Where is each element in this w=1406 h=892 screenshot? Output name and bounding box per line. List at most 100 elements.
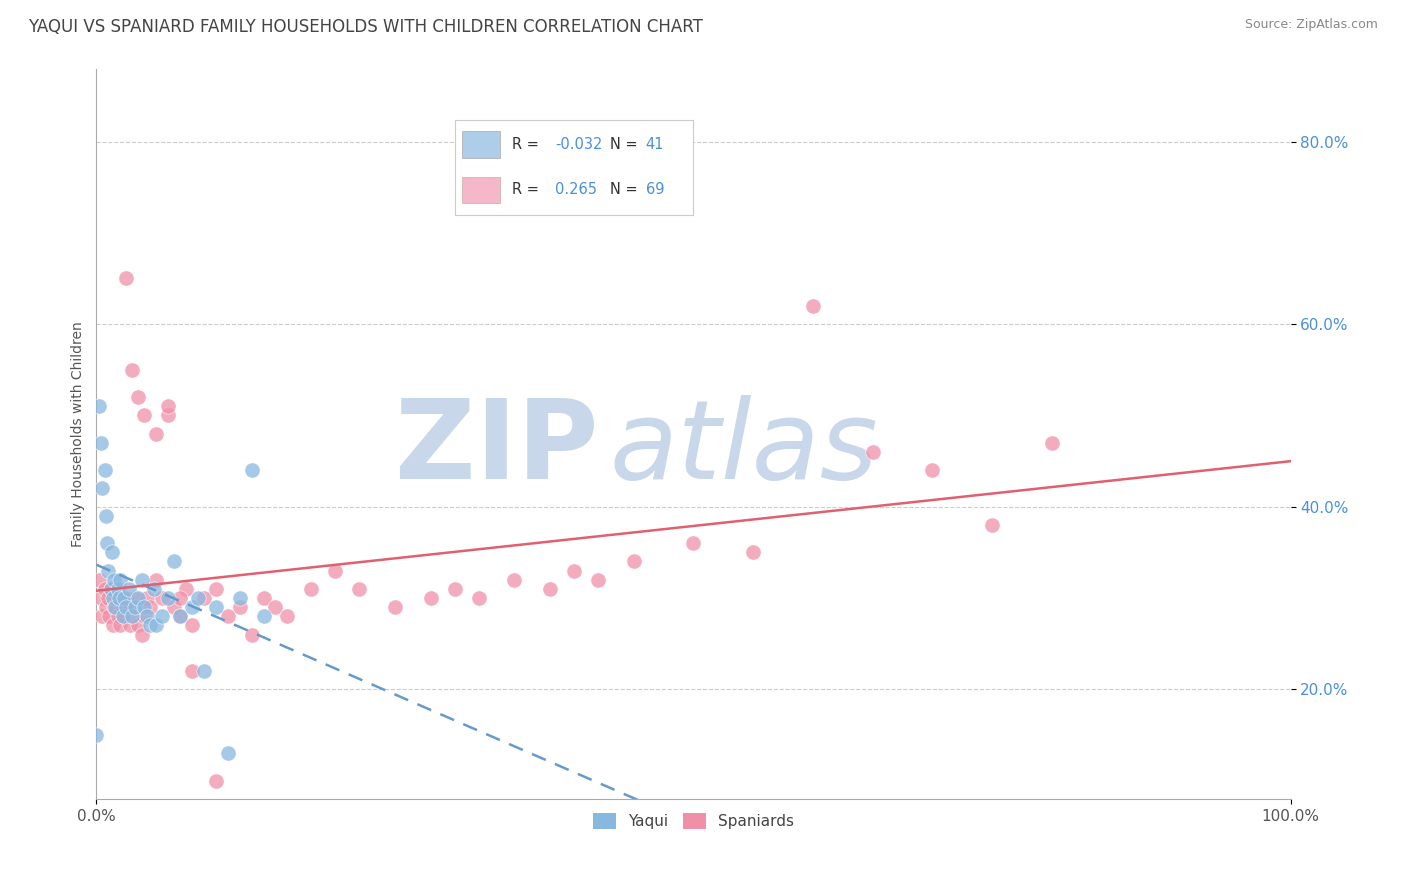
Point <box>981 518 1004 533</box>
Point <box>134 409 156 423</box>
Point <box>124 591 146 605</box>
Point <box>110 573 132 587</box>
Point <box>139 618 162 632</box>
Point <box>156 409 179 423</box>
Point <box>150 609 173 624</box>
Point <box>163 554 186 568</box>
Point <box>145 618 167 632</box>
Point <box>107 609 129 624</box>
Legend: Yaqui, Spaniards: Yaqui, Spaniards <box>586 806 800 835</box>
Point <box>228 591 250 605</box>
Point <box>94 508 117 523</box>
Point <box>142 582 165 596</box>
Point <box>467 591 489 605</box>
Point <box>1040 435 1063 450</box>
Point <box>180 618 202 632</box>
Point <box>503 573 526 587</box>
Point <box>93 463 115 477</box>
Point <box>562 564 585 578</box>
Point <box>86 728 108 742</box>
Point <box>115 591 138 605</box>
Point <box>586 573 609 587</box>
Point <box>94 600 117 615</box>
Point <box>115 271 138 285</box>
Point <box>91 482 114 496</box>
Point <box>118 618 141 632</box>
Point <box>623 554 645 568</box>
Point <box>240 627 263 641</box>
Point <box>90 435 112 450</box>
Point <box>101 545 124 559</box>
Point <box>240 463 263 477</box>
Point <box>108 582 131 596</box>
Point <box>193 591 215 605</box>
Point <box>156 399 179 413</box>
Point <box>150 591 173 605</box>
Point <box>112 609 135 624</box>
Point <box>121 609 143 624</box>
Point <box>384 600 406 615</box>
Point <box>117 582 139 596</box>
Point <box>87 399 110 413</box>
Point <box>134 600 156 615</box>
Point <box>299 582 322 596</box>
Point <box>131 573 153 587</box>
Point <box>264 600 287 615</box>
Point <box>169 591 191 605</box>
Point <box>217 746 239 760</box>
Point <box>252 591 274 605</box>
Text: YAQUI VS SPANIARD FAMILY HOUSEHOLDS WITH CHILDREN CORRELATION CHART: YAQUI VS SPANIARD FAMILY HOUSEHOLDS WITH… <box>28 18 703 36</box>
Text: atlas: atlas <box>610 395 879 502</box>
Point <box>538 582 561 596</box>
Point <box>862 445 884 459</box>
Point <box>98 609 121 624</box>
Point <box>682 536 704 550</box>
Point <box>107 582 129 596</box>
Point <box>112 591 135 605</box>
Point <box>103 573 125 587</box>
Point <box>101 591 124 605</box>
Point <box>252 609 274 624</box>
Point <box>163 600 186 615</box>
Point <box>110 618 132 632</box>
Point <box>135 591 157 605</box>
Point <box>104 600 127 615</box>
Point <box>90 591 112 605</box>
Point <box>111 609 134 624</box>
Point <box>443 582 465 596</box>
Text: ZIP: ZIP <box>395 395 598 502</box>
Point <box>156 591 179 605</box>
Point <box>347 582 370 596</box>
Point <box>921 463 943 477</box>
Point <box>117 600 139 615</box>
Text: Source: ZipAtlas.com: Source: ZipAtlas.com <box>1244 18 1378 31</box>
Point <box>115 600 138 615</box>
Point <box>127 591 149 605</box>
Point <box>127 390 149 404</box>
Point <box>204 582 226 596</box>
Point <box>93 582 115 596</box>
Point <box>124 600 146 615</box>
Point <box>145 426 167 441</box>
Point <box>101 618 124 632</box>
Point <box>174 582 197 596</box>
Point <box>131 627 153 641</box>
Point <box>139 600 162 615</box>
Point <box>169 609 191 624</box>
Point <box>111 600 134 615</box>
Point <box>323 564 346 578</box>
Point <box>193 664 215 678</box>
Point <box>180 664 202 678</box>
Point <box>276 609 298 624</box>
Point <box>204 773 226 788</box>
Point <box>187 591 209 605</box>
Point <box>91 609 114 624</box>
Point <box>97 591 120 605</box>
Point <box>103 600 125 615</box>
Point <box>134 609 156 624</box>
Point <box>100 582 122 596</box>
Point <box>801 299 824 313</box>
Point <box>121 363 143 377</box>
Point <box>121 609 143 624</box>
Point <box>97 564 120 578</box>
